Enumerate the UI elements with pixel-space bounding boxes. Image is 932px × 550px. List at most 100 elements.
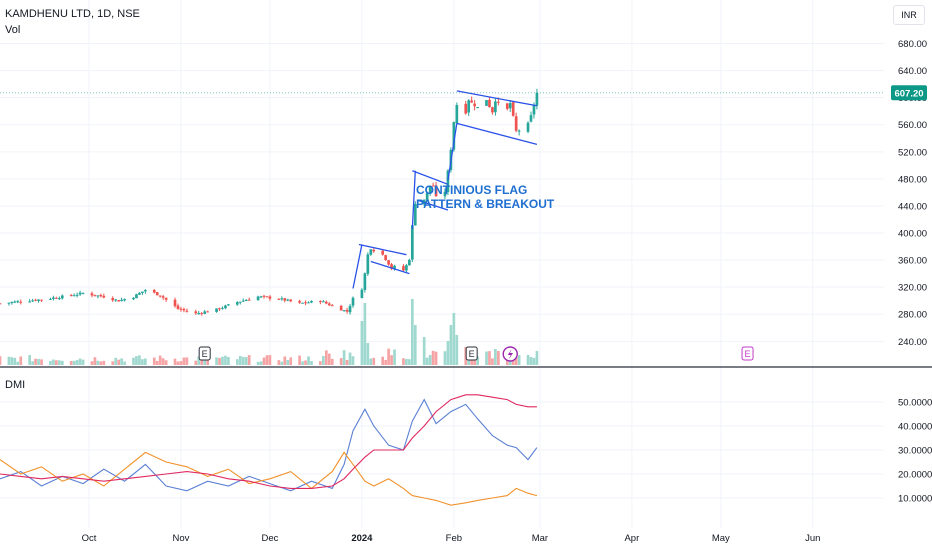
volume-bar xyxy=(310,361,313,365)
candle-body xyxy=(464,103,468,114)
earnings-marker[interactable] xyxy=(198,346,211,361)
candle-body xyxy=(52,297,55,299)
candle-body xyxy=(405,265,408,271)
volume-bar xyxy=(19,356,23,365)
dmi-lines xyxy=(0,394,538,506)
candle-body xyxy=(283,298,287,301)
breakout-line[interactable] xyxy=(447,123,458,181)
volume-bar xyxy=(384,359,387,365)
candle-body xyxy=(431,185,435,187)
earnings-marker[interactable] xyxy=(465,346,478,361)
candle-body xyxy=(218,308,221,310)
candle-body xyxy=(49,298,52,300)
candle-body xyxy=(289,299,293,302)
volume-label[interactable]: Vol xyxy=(5,24,21,36)
volume-bar xyxy=(345,359,349,365)
candle-body xyxy=(34,299,37,301)
candle-body xyxy=(494,101,497,113)
candle-body xyxy=(366,254,370,274)
dmi-line-adx xyxy=(0,394,537,489)
candle-body xyxy=(161,296,165,298)
price-tick-label: 680.00 xyxy=(898,39,927,50)
volume-bar xyxy=(517,355,521,365)
volume-bar xyxy=(425,357,429,365)
candle-body xyxy=(40,299,43,301)
volume-bar xyxy=(206,359,209,365)
candle-body xyxy=(102,295,106,298)
grid-layer xyxy=(0,0,932,528)
candle-body xyxy=(268,296,272,299)
candle-body xyxy=(310,300,313,303)
candle-body xyxy=(93,294,97,296)
volume-bar xyxy=(10,357,14,365)
candle-body xyxy=(428,185,432,193)
candle-body xyxy=(158,295,162,297)
volume-bar xyxy=(0,356,2,365)
candle-body xyxy=(120,299,123,302)
candle-body xyxy=(57,298,61,300)
time-tick-label: Dec xyxy=(261,533,278,544)
candle-body xyxy=(96,295,100,297)
volume-bar xyxy=(52,359,55,365)
volume-bar xyxy=(155,360,159,365)
earnings-marker[interactable] xyxy=(741,346,754,361)
flag-upper-line[interactable] xyxy=(412,170,449,185)
candle-body xyxy=(446,170,450,192)
flag-lower-line[interactable] xyxy=(456,122,538,146)
volume-bar xyxy=(488,351,491,365)
candle-body xyxy=(363,273,367,290)
candle-body xyxy=(179,308,183,310)
volume-bar xyxy=(221,356,224,365)
volume-bar xyxy=(182,357,186,365)
candle-body xyxy=(60,295,64,299)
volume-bar xyxy=(102,360,106,365)
candle-body xyxy=(138,292,141,295)
candle-body xyxy=(455,105,459,124)
candle-body xyxy=(78,292,82,295)
time-tick-label: Apr xyxy=(624,533,639,544)
flag-upper-line[interactable] xyxy=(456,90,538,107)
candle-body xyxy=(470,100,473,103)
volume-bar xyxy=(280,361,284,365)
price-tick-label: 400.00 xyxy=(898,229,927,240)
annotation-line-2: PATTERN & BREAKOUT xyxy=(416,197,555,211)
candle-body xyxy=(327,303,331,306)
volume-bar xyxy=(161,358,165,365)
currency-button[interactable]: INR xyxy=(893,5,925,25)
volume-bar xyxy=(57,360,61,365)
volume-bar xyxy=(215,357,218,365)
candle-body xyxy=(425,192,429,200)
volume-bar xyxy=(247,355,251,365)
volume-bar xyxy=(197,356,201,365)
candle-body xyxy=(511,102,515,116)
candle-body xyxy=(215,308,218,312)
earnings-marker-label: E xyxy=(202,349,208,359)
candle-body xyxy=(55,297,58,299)
dmi-tick-label: 50.0000 xyxy=(898,398,932,409)
flag-lower-line[interactable] xyxy=(418,199,449,211)
volume-bar xyxy=(152,357,156,365)
flag-lower-line[interactable] xyxy=(370,260,410,275)
breakout-line[interactable] xyxy=(352,244,363,289)
volume-bar xyxy=(34,358,37,365)
volume-bar xyxy=(532,357,536,365)
breakout-line[interactable] xyxy=(411,170,416,230)
volume-bar xyxy=(173,358,177,365)
candle-body xyxy=(90,293,94,296)
volume-bar xyxy=(111,361,115,365)
volume-bar xyxy=(393,349,396,365)
candle-body xyxy=(117,300,120,302)
candle-body xyxy=(280,298,284,300)
indicator-label[interactable]: DMI xyxy=(5,379,26,391)
volume-bar xyxy=(13,357,17,365)
candle-body xyxy=(176,305,180,309)
volume-bar xyxy=(283,356,287,365)
volume-bar xyxy=(443,351,447,365)
flash-bolt-icon xyxy=(507,349,514,360)
last-price-badge xyxy=(891,85,927,101)
volume-bar xyxy=(81,359,85,365)
candle-body xyxy=(476,107,479,109)
candle-body xyxy=(203,311,207,314)
flag-upper-line[interactable] xyxy=(358,243,407,256)
